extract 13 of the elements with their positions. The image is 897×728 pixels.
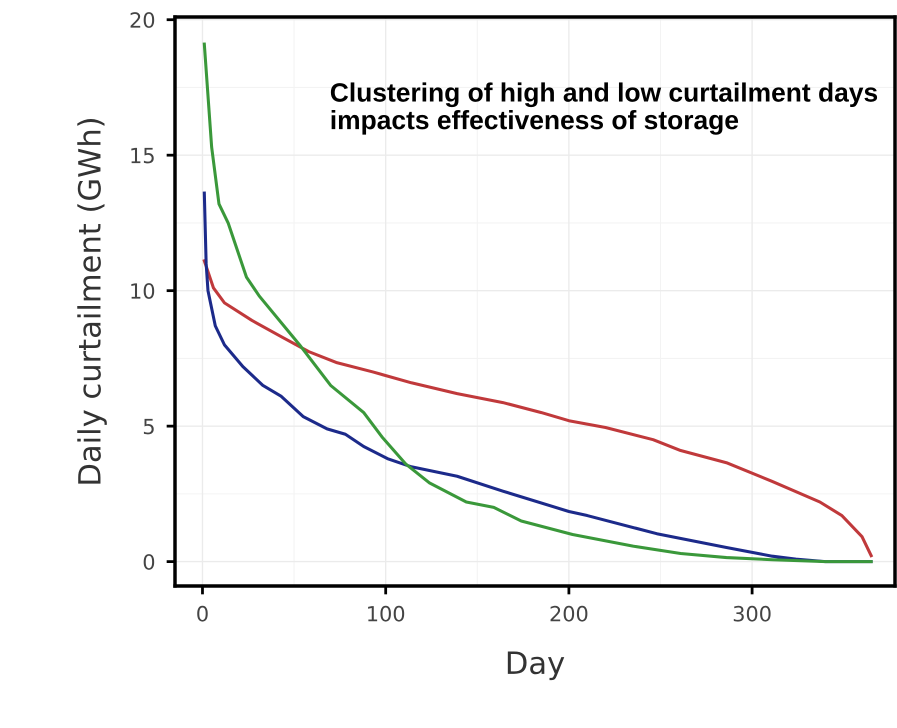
x-tick-label: 100: [368, 606, 404, 622]
annotation: Clustering of high and low curtailment days impacts effectiveness of storage: [330, 82, 878, 135]
x-tick-label: 0: [197, 606, 208, 622]
y-tick-label: 10: [131, 283, 154, 299]
y-tick-label: 0: [144, 554, 154, 570]
y-tick-label: 20: [130, 12, 154, 28]
y-tick-label: 15: [131, 148, 154, 164]
x-tick-label: 300: [734, 606, 771, 622]
line-series: [202, 259, 873, 558]
y-axis-title: Daily curtailment (GWh): [77, 119, 107, 484]
x-tick-label: 200: [550, 606, 588, 622]
x-axis-title: Day: [508, 652, 564, 680]
y-tick-label: 5: [144, 418, 154, 434]
